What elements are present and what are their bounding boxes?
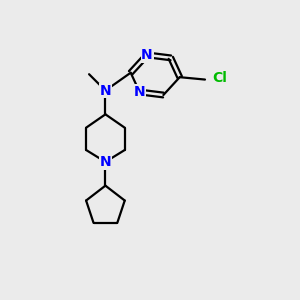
Text: N: N: [100, 155, 111, 169]
Text: N: N: [141, 48, 153, 62]
Text: N: N: [100, 84, 111, 98]
Text: N: N: [134, 85, 146, 99]
Text: Cl: Cl: [212, 71, 227, 85]
